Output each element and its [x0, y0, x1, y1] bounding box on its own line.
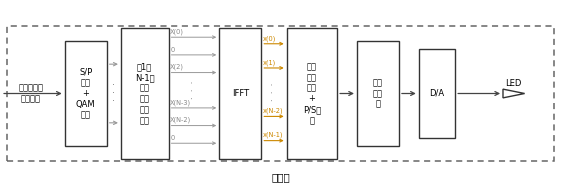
Text: 第1和
N-1个
子载
波不
分配
信息: 第1和 N-1个 子载 波不 分配 信息 — [135, 62, 155, 125]
Text: IFFT: IFFT — [232, 89, 249, 98]
Bar — [287, 28, 337, 159]
Bar — [65, 41, 107, 146]
Text: 发射端: 发射端 — [271, 173, 291, 183]
Text: D/A: D/A — [429, 89, 445, 98]
Text: ·  ·  ·: · · · — [269, 83, 279, 101]
Text: X(N-3): X(N-3) — [170, 99, 192, 106]
Bar — [219, 28, 261, 159]
Text: LED: LED — [506, 79, 522, 88]
Text: 单极
性处
理: 单极 性处 理 — [373, 78, 383, 109]
Bar — [419, 49, 455, 138]
Text: X(2): X(2) — [170, 64, 184, 70]
Text: x(N-2): x(N-2) — [263, 108, 284, 114]
Text: 0: 0 — [170, 135, 175, 141]
Text: S/P
变换
+
QAM
映射: S/P 变换 + QAM 映射 — [76, 68, 96, 119]
Text: X(0): X(0) — [170, 28, 184, 35]
Bar — [7, 26, 554, 161]
Bar — [357, 41, 399, 146]
Text: 输入随机二
进制序列: 输入随机二 进制序列 — [19, 84, 43, 103]
Text: ·  ·  ·: · · · — [189, 81, 198, 99]
Text: ·
·
·: · · · — [112, 81, 115, 106]
Text: 0: 0 — [170, 47, 175, 53]
Text: X(N-2): X(N-2) — [170, 117, 192, 123]
Text: x(0): x(0) — [263, 35, 277, 42]
Text: 插入
循环
前缀
+
P/S变
换: 插入 循环 前缀 + P/S变 换 — [303, 62, 321, 125]
Bar — [121, 28, 169, 159]
Text: x(1): x(1) — [263, 59, 277, 66]
Text: x(N-1): x(N-1) — [263, 132, 283, 138]
